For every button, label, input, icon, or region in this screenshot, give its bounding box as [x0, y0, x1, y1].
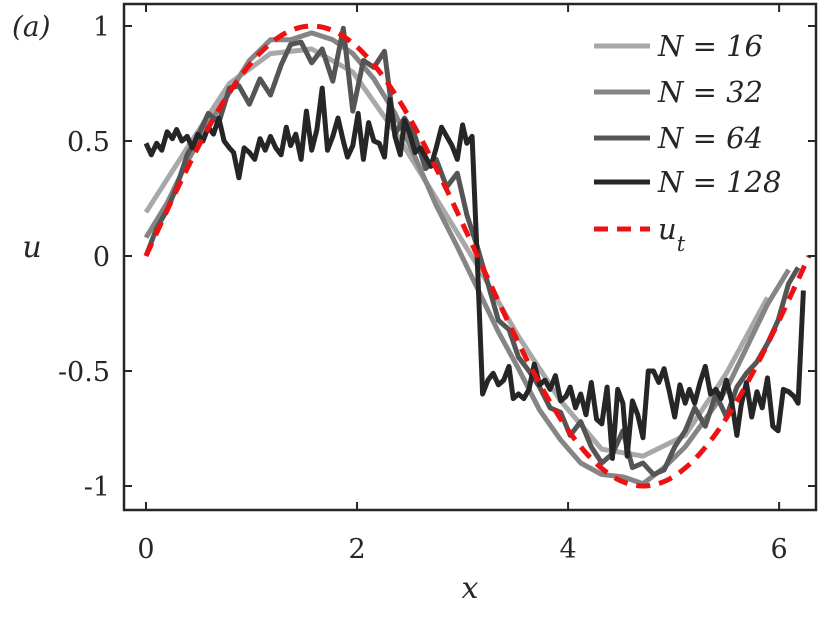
legend: N = 16 N = 32 N = 64 N = 128 ut	[594, 29, 781, 256]
x-tick-label-1: 2	[348, 534, 365, 565]
series-layer	[143, 23, 812, 489]
legend-label-n128: N = 128	[657, 165, 781, 199]
tick-layer: 0 2 4 6 1 0.5 0 -0.5 -1	[58, 4, 816, 565]
x-tick-label-0: 0	[137, 534, 154, 565]
legend-label-n16: N = 16	[657, 29, 763, 63]
x-tick-label-3: 6	[771, 534, 788, 565]
series-line-2	[143, 25, 801, 477]
series-line-0	[143, 46, 770, 459]
y-tick-label-1: 0.5	[67, 127, 110, 158]
x-axis-label: x	[462, 571, 479, 606]
y-tick-label-4: -1	[84, 472, 110, 503]
series-line-4	[143, 23, 812, 489]
series-line-3	[143, 85, 806, 461]
x-tick-label-2: 4	[559, 534, 576, 565]
panel-label: (a)	[12, 10, 51, 43]
y-tick-label-3: -0.5	[58, 357, 110, 388]
legend-label-n64: N = 64	[657, 121, 763, 155]
y-tick-label-0: 1	[93, 12, 110, 43]
y-axis-label: u	[22, 230, 41, 265]
legend-label-ut: ut	[658, 212, 686, 256]
legend-label-n32: N = 32	[657, 75, 763, 109]
y-tick-label-2: 0	[93, 242, 110, 273]
series-line-1	[143, 30, 791, 487]
